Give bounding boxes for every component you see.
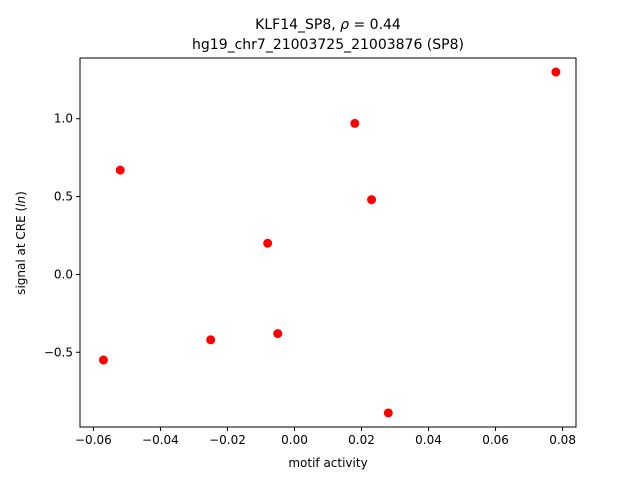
y-tick-label: 1.0: [54, 112, 73, 126]
chart-title-line2: hg19_chr7_21003725_21003876 (SP8): [192, 37, 464, 53]
x-tick-label: 0.00: [281, 433, 308, 447]
x-axis-label: motif activity: [288, 456, 367, 470]
x-tick-label: −0.02: [209, 433, 246, 447]
y-axis-label: signal at CRE (ln): [14, 191, 28, 295]
data-point: [115, 165, 125, 175]
axis-ticks: −0.06 −0.04 −0.02 0.00 0.02 0.04 0.06 0.08 −0.5 0…: [44, 112, 576, 447]
chart-title-line1: KLF14_SP8, ρ = 0.44: [255, 17, 401, 33]
x-tick-label: 0.02: [348, 433, 375, 447]
data-points: [98, 67, 561, 418]
data-point: [98, 355, 108, 365]
x-tick-label: 0.04: [415, 433, 442, 447]
data-point: [206, 335, 216, 345]
data-point: [350, 118, 360, 128]
plot-area-frame: [79, 57, 577, 428]
y-tick-label: 0.0: [54, 267, 73, 281]
y-tick-label: 0.5: [54, 190, 73, 204]
x-tick-label: 0.08: [549, 433, 576, 447]
y-tick-label: −0.5: [44, 345, 73, 359]
x-tick-label: 0.06: [482, 433, 509, 447]
x-tick-label: −0.04: [142, 433, 179, 447]
data-point: [273, 329, 283, 339]
x-tick-label: −0.06: [75, 433, 112, 447]
data-point: [551, 67, 561, 77]
data-point: [263, 238, 273, 248]
data-point: [383, 408, 393, 418]
data-point: [367, 195, 377, 205]
